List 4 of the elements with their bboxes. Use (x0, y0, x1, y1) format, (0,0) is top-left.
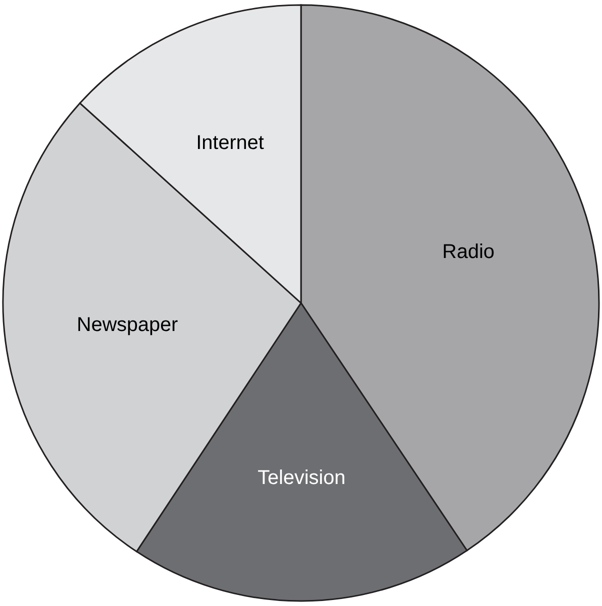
slice-label: Newspaper (76, 314, 178, 336)
slice-label: Television (258, 467, 346, 489)
slice-label: Radio (442, 241, 495, 264)
slice-label: Internet (196, 132, 264, 154)
